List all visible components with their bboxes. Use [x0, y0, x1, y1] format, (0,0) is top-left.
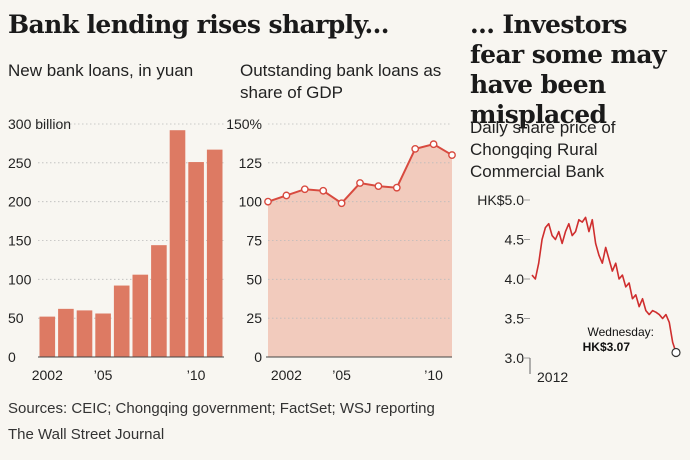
loan-bar [58, 308, 74, 357]
price-line [531, 216, 677, 353]
loan-bar [95, 313, 111, 357]
headline-right: ... Investors fear some may have been mi… [470, 10, 667, 129]
x-tick-label: 2012 [537, 369, 568, 385]
data-point [300, 185, 309, 194]
x-tick-label: ’05 [332, 367, 351, 383]
y-tick-label: 0 [254, 349, 262, 365]
loan-bar [151, 245, 167, 357]
data-point [429, 140, 438, 149]
price-chart-title: Daily share price of Chongqing Rural Com… [470, 118, 616, 181]
data-point [392, 183, 401, 192]
y-tick-label: 125 [239, 155, 263, 171]
loans-share-area-chart: 0 25 50 75 100 125 150% 2002 ’05 ’10 [226, 116, 456, 383]
y-tick-label: 100 [239, 194, 263, 210]
data-point [448, 151, 456, 159]
loan-bar [113, 285, 130, 357]
x-tick-label: ’10 [424, 367, 443, 383]
loan-bar [76, 310, 93, 357]
loan-bar [169, 130, 186, 357]
latest-price-marker [671, 347, 681, 358]
x-tick-label: ’10 [187, 367, 206, 383]
x-tick-label: 2002 [32, 367, 63, 383]
y-tick-label: 4.5 [505, 232, 525, 248]
y-tick-label: 75 [246, 233, 262, 249]
annotation-value: HK$3.07 [583, 340, 631, 354]
new-loans-bar-chart: 0 50 100 150 200 250 300 billion 2002 ’05 ’10 [8, 116, 224, 383]
y-tick-label: 200 [8, 194, 32, 210]
headline-left: Bank lending rises sharply... [8, 10, 389, 39]
loan-bar [188, 162, 204, 357]
loan-bar [39, 316, 56, 357]
y-tick-label: HK$5.0 [477, 192, 524, 208]
x-tick-label: 2002 [271, 367, 302, 383]
data-point [264, 197, 272, 206]
y-tick-label: 250 [8, 155, 32, 171]
y-tick-label: 25 [246, 310, 262, 326]
data-point [411, 144, 420, 153]
data-point [319, 186, 328, 195]
y-tick-label: 50 [8, 310, 24, 326]
y-tick-label: 150 [8, 233, 32, 249]
y-tick-label: 150% [226, 116, 262, 132]
publication-credit: The Wall Street Journal [8, 426, 165, 443]
data-point [337, 199, 346, 208]
y-tick-label: 3.5 [505, 311, 525, 327]
annotation-label: Wednesday: [588, 325, 655, 339]
loan-bar [132, 274, 149, 357]
y-tick-label: 300 billion [8, 116, 71, 132]
share-chart-title: Outstanding bank loans as share of GDP [240, 61, 442, 102]
x-tick-label: ’05 [94, 367, 113, 383]
loans-chart-title: New bank loans, in yuan [8, 61, 194, 80]
y-tick-label: 50 [246, 271, 262, 287]
area-fill [268, 144, 452, 357]
loan-bar [206, 149, 223, 357]
data-point [374, 182, 383, 191]
data-point [356, 179, 364, 187]
data-point [282, 191, 291, 200]
y-tick-label: 4.0 [505, 271, 525, 287]
y-tick-label: 0 [8, 349, 16, 365]
y-tick-label: 100 [8, 271, 32, 287]
y-tick-label: 3.0 [505, 350, 525, 366]
share-price-line-chart: 3.0 3.5 4.0 4.5 HK$5.0 2012 Wednesday:HK$3.07 [477, 192, 681, 385]
sources-note: Sources: CEIC; Chongqing government; Fac… [8, 400, 435, 417]
